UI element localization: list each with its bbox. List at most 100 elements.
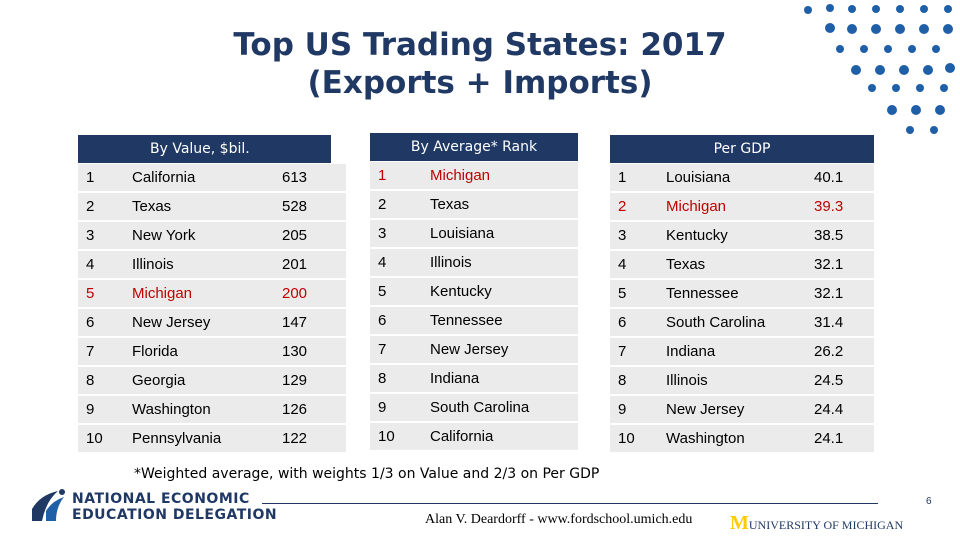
dot-shape (851, 65, 861, 75)
value-val-cell: 528 (274, 192, 346, 222)
footer-rule (262, 503, 878, 504)
gdp-state-cell: Kentucky (658, 221, 806, 251)
table-row: 4 Illinois (370, 248, 578, 278)
rank-state-cell: Kentucky (422, 277, 578, 307)
dot-shape (943, 24, 953, 34)
title-line2: (Exports + Imports) (307, 65, 653, 101)
dot-shape (920, 5, 928, 13)
header-by-value: By Value, $bil. (78, 135, 331, 163)
dot-shape (935, 105, 945, 115)
rank-n-cell: 6 (370, 306, 422, 336)
dot-shape (923, 65, 933, 75)
value-n-cell: 3 (78, 221, 124, 251)
value-state-cell: California (124, 164, 274, 193)
value-n-cell: 6 (78, 308, 124, 338)
dot-shape (848, 5, 856, 13)
value-state-cell: Florida (124, 337, 274, 367)
gdp-n-cell: 2 (610, 192, 658, 222)
gdp-state-cell: Michigan (658, 192, 806, 222)
value-val-cell: 200 (274, 279, 346, 309)
gdp-n-cell: 4 (610, 250, 658, 280)
dot-shape (899, 65, 909, 75)
value-val-cell: 201 (274, 250, 346, 280)
dot-shape (930, 126, 938, 134)
dot-shape (847, 24, 857, 34)
gdp-val-cell: 26.2 (806, 337, 874, 367)
gdp-n-cell: 8 (610, 366, 658, 396)
table-row: 5 Tennessee 32.1 (610, 279, 874, 309)
decorative-dots (804, 4, 955, 134)
dot-shape (906, 126, 914, 134)
dot-shape (868, 84, 876, 92)
value-val-cell: 205 (274, 221, 346, 251)
table-row: 1 Louisiana 40.1 (610, 164, 874, 193)
table-row: 3 New York 205 (78, 221, 346, 251)
rank-state-cell: Indiana (422, 364, 578, 394)
table-row: 9 New Jersey 24.4 (610, 395, 874, 425)
table-row: 6 Tennessee (370, 306, 578, 336)
value-val-cell: 613 (274, 164, 346, 193)
gdp-val-cell: 24.1 (806, 424, 874, 454)
table-row: 7 Indiana 26.2 (610, 337, 874, 367)
nee-logo-text: NATIONAL ECONOMIC EDUCATION DELEGATION (72, 491, 278, 523)
title-line1: Top US Trading States: 2017 (233, 27, 727, 63)
table-row: 2 Texas (370, 190, 578, 220)
dot-shape (896, 5, 904, 13)
slide-title: Top US Trading States: 2017 (Exports + I… (0, 26, 960, 102)
dot-shape (804, 6, 812, 14)
table-row: 7 Florida 130 (78, 337, 346, 367)
dot-shape (825, 23, 835, 33)
header-by-rank: By Average* Rank (370, 133, 578, 161)
gdp-val-cell: 32.1 (806, 279, 874, 309)
rank-state-cell: Texas (422, 190, 578, 220)
rank-state-cell: New Jersey (422, 335, 578, 365)
value-state-cell: Michigan (124, 279, 274, 309)
dot-shape (908, 45, 916, 53)
value-val-cell: 129 (274, 366, 346, 396)
table-by-value: 1 California 613 2 Texas 528 3 New York 205 4 Illi… (78, 164, 346, 454)
gdp-val-cell: 39.3 (806, 192, 874, 222)
value-val-cell: 122 (274, 424, 346, 454)
gdp-n-cell: 6 (610, 308, 658, 338)
gdp-state-cell: South Carolina (658, 308, 806, 338)
gdp-n-cell: 10 (610, 424, 658, 454)
value-state-cell: Texas (124, 192, 274, 222)
rank-state-cell: Michigan (422, 162, 578, 191)
dot-shape (911, 105, 921, 115)
author-credit: Alan V. Deardorff - www.fordschool.umich… (425, 512, 693, 527)
table-row: 8 Georgia 129 (78, 366, 346, 396)
gdp-state-cell: Illinois (658, 366, 806, 396)
dot-shape (875, 65, 885, 75)
dot-shape (945, 63, 955, 73)
gdp-n-cell: 5 (610, 279, 658, 309)
table-row: 7 New Jersey (370, 335, 578, 365)
value-state-cell: Georgia (124, 366, 274, 396)
value-val-cell: 147 (274, 308, 346, 338)
gdp-val-cell: 40.1 (806, 164, 874, 193)
block-m-icon: M (730, 512, 749, 534)
gdp-val-cell: 38.5 (806, 221, 874, 251)
gdp-state-cell: Texas (658, 250, 806, 280)
value-n-cell: 8 (78, 366, 124, 396)
gdp-state-cell: Tennessee (658, 279, 806, 309)
gdp-n-cell: 1 (610, 164, 658, 193)
table-row: 3 Kentucky 38.5 (610, 221, 874, 251)
value-n-cell: 9 (78, 395, 124, 425)
gdp-state-cell: Washington (658, 424, 806, 454)
rank-n-cell: 8 (370, 364, 422, 394)
dot-shape (916, 84, 924, 92)
table-row: 8 Indiana (370, 364, 578, 394)
rank-n-cell: 5 (370, 277, 422, 307)
nee-logo-icon (32, 489, 65, 521)
page-number: 6 (926, 496, 932, 507)
dot-shape (887, 105, 897, 115)
table-row: 9 South Carolina (370, 393, 578, 423)
table-by-rank: 1 Michigan 2 Texas 3 Louisiana 4 Illinois 5 Kentu… (370, 162, 578, 452)
table-per-gdp: 1 Louisiana 40.1 2 Michigan 39.3 3 Kentucky 38.5… (610, 164, 874, 454)
dot-shape (944, 5, 952, 13)
value-state-cell: Illinois (124, 250, 274, 280)
dot-shape (919, 24, 929, 34)
footnote: *Weighted average, with weights 1/3 on V… (134, 466, 600, 482)
table-row: 10 California (370, 422, 578, 452)
header-per-gdp: Per GDP (610, 135, 874, 163)
